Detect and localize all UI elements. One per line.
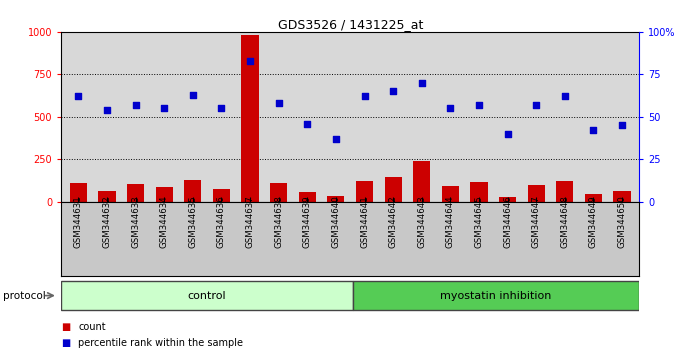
Bar	[528, 185, 545, 202]
Text: ■: ■	[61, 338, 71, 348]
Bar	[270, 183, 287, 202]
Point	[416, 80, 427, 86]
Point	[445, 105, 456, 111]
Point	[273, 101, 284, 106]
Bar	[585, 194, 602, 202]
Bar	[99, 191, 116, 202]
Bar	[327, 196, 345, 202]
Bar	[353, 281, 639, 310]
Point	[560, 93, 571, 99]
Bar	[213, 189, 230, 202]
Text: myostatin inhibition: myostatin inhibition	[441, 291, 551, 301]
Point	[531, 102, 542, 108]
Text: control: control	[188, 291, 226, 301]
Bar	[413, 161, 430, 202]
Bar	[499, 197, 516, 202]
Bar	[156, 187, 173, 202]
Point	[502, 131, 513, 137]
Point	[245, 58, 256, 64]
Bar	[384, 177, 402, 202]
Bar	[442, 187, 459, 202]
Point	[188, 92, 199, 98]
Point	[101, 107, 112, 113]
Bar	[556, 181, 573, 202]
Text: protocol: protocol	[3, 291, 46, 301]
Point	[617, 122, 628, 128]
Bar	[299, 193, 316, 202]
Point	[588, 127, 599, 133]
Bar	[61, 281, 353, 310]
Point	[330, 136, 341, 142]
Point	[302, 121, 313, 126]
Text: count: count	[78, 322, 106, 332]
Point	[158, 105, 169, 111]
Point	[130, 102, 141, 108]
Point	[73, 93, 84, 99]
Point	[359, 93, 370, 99]
Bar	[471, 182, 488, 202]
Bar	[241, 35, 258, 202]
Text: ■: ■	[61, 322, 71, 332]
Bar	[613, 191, 630, 202]
Point	[388, 88, 398, 94]
Bar	[356, 181, 373, 202]
Bar	[70, 183, 87, 202]
Text: percentile rank within the sample: percentile rank within the sample	[78, 338, 243, 348]
Bar	[127, 184, 144, 202]
Point	[216, 105, 227, 111]
Point	[473, 102, 484, 108]
Text: GDS3526 / 1431225_at: GDS3526 / 1431225_at	[277, 18, 423, 31]
Bar	[184, 180, 201, 202]
